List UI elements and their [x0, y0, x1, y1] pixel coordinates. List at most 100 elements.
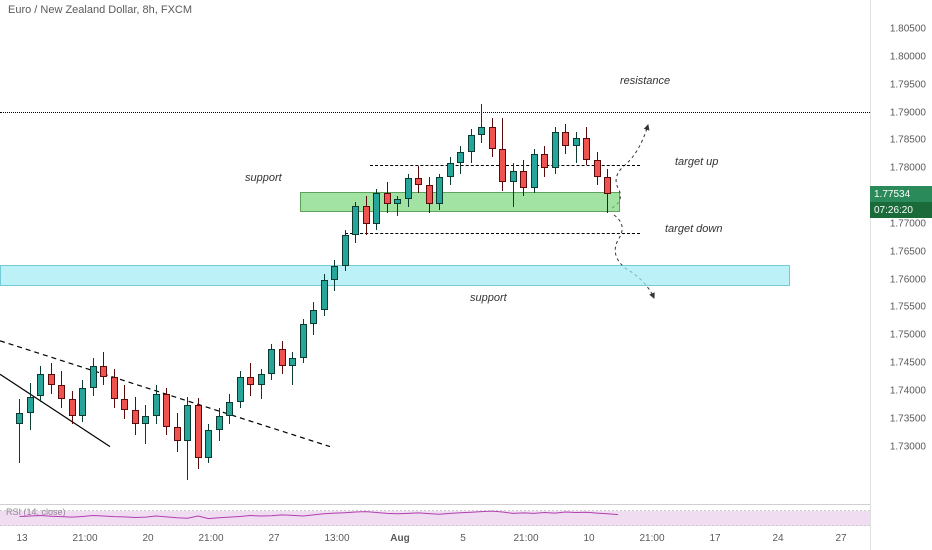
- candle-body[interactable]: [499, 149, 506, 182]
- x-tick-label: 21:00: [513, 533, 538, 544]
- candle-body[interactable]: [468, 135, 475, 152]
- x-tick-label: 21:00: [72, 533, 97, 544]
- candle-body[interactable]: [237, 377, 244, 402]
- candle-body[interactable]: [331, 266, 338, 280]
- candle-body[interactable]: [415, 178, 422, 185]
- candle-body[interactable]: [205, 430, 212, 458]
- x-tick-label: 21:00: [198, 533, 223, 544]
- y-tick-label: 1.76500: [890, 246, 926, 257]
- rsi-indicator-panel[interactable]: RSI (14, close): [0, 504, 870, 526]
- y-tick-label: 1.75500: [890, 302, 926, 313]
- candle-body[interactable]: [352, 206, 359, 235]
- resistance-line: [0, 112, 870, 113]
- candle-body[interactable]: [531, 154, 538, 187]
- support-zone-upper: [300, 192, 620, 212]
- x-tick-label: 13:00: [324, 533, 349, 544]
- candle-body[interactable]: [562, 132, 569, 146]
- candle-body[interactable]: [541, 154, 548, 168]
- x-tick-label: 27: [835, 533, 846, 544]
- chart-container: Euro / New Zealand Dollar, 8h, FXCM resi…: [0, 0, 932, 550]
- rsi-line: [0, 505, 870, 526]
- current-price-tag: 1.77534: [870, 186, 932, 202]
- candlestick-chart[interactable]: resistance support target up target down sup…: [0, 0, 870, 505]
- candle-body[interactable]: [216, 416, 223, 430]
- candle-body[interactable]: [58, 385, 65, 399]
- candle-body[interactable]: [184, 405, 191, 441]
- candle-body[interactable]: [583, 138, 590, 160]
- candle-body[interactable]: [90, 366, 97, 388]
- x-tick-label: 24: [772, 533, 783, 544]
- candle-body[interactable]: [489, 127, 496, 149]
- candle-body[interactable]: [132, 410, 139, 424]
- y-tick-label: 1.80000: [890, 51, 926, 62]
- time-axis: 1321:002021:002713:00Aug521:001021:00172…: [0, 526, 870, 550]
- price-axis: 1.805001.800001.795001.790001.785001.780…: [870, 0, 932, 550]
- candle-body[interactable]: [37, 374, 44, 396]
- candle-body[interactable]: [79, 388, 86, 416]
- candle-body[interactable]: [478, 127, 485, 135]
- candle-body[interactable]: [258, 374, 265, 385]
- candle-body[interactable]: [142, 416, 149, 424]
- candle-body[interactable]: [394, 199, 401, 205]
- candle-body[interactable]: [447, 163, 454, 177]
- x-tick-label: 17: [709, 533, 720, 544]
- x-tick-label: 20: [142, 533, 153, 544]
- candle-body[interactable]: [426, 185, 433, 204]
- candle-body[interactable]: [510, 171, 517, 182]
- y-tick-label: 1.73500: [890, 413, 926, 424]
- countdown-tag: 07:26:20: [870, 202, 932, 218]
- support-zone-lower: [0, 265, 790, 286]
- candle-wick: [19, 399, 20, 463]
- candle-body[interactable]: [100, 366, 107, 377]
- candle-body[interactable]: [27, 397, 34, 414]
- candle-body[interactable]: [436, 177, 443, 205]
- candle-body[interactable]: [268, 349, 275, 374]
- annotation-label: support: [470, 292, 507, 304]
- overlay-svg: [0, 0, 870, 505]
- candle-body[interactable]: [457, 152, 464, 163]
- candle-body[interactable]: [321, 280, 328, 311]
- y-tick-label: 1.76000: [890, 274, 926, 285]
- candle-body[interactable]: [573, 138, 580, 146]
- candle-body[interactable]: [289, 358, 296, 366]
- candle-body[interactable]: [342, 235, 349, 266]
- x-tick-label: Aug: [390, 533, 409, 544]
- candle-body[interactable]: [153, 394, 160, 416]
- y-tick-label: 1.75000: [890, 330, 926, 341]
- candle-body[interactable]: [174, 427, 181, 441]
- x-tick-label: 21:00: [639, 533, 664, 544]
- candle-body[interactable]: [520, 171, 527, 188]
- candle-body[interactable]: [604, 177, 611, 195]
- candle-wick: [481, 104, 482, 143]
- annotation-label: resistance: [620, 75, 670, 87]
- candle-body[interactable]: [121, 399, 128, 410]
- candle-body[interactable]: [373, 193, 380, 224]
- candle-body[interactable]: [405, 178, 412, 199]
- y-tick-label: 1.77000: [890, 218, 926, 229]
- annotation-label: target up: [675, 156, 718, 168]
- candle-body[interactable]: [163, 394, 170, 427]
- annotation-label: support: [245, 172, 282, 184]
- candle-body[interactable]: [195, 405, 202, 458]
- candle-body[interactable]: [594, 160, 601, 177]
- annotation-label: target down: [665, 223, 722, 235]
- candle-body[interactable]: [226, 402, 233, 416]
- x-tick-label: 27: [268, 533, 279, 544]
- candle-body[interactable]: [111, 377, 118, 399]
- candle-body[interactable]: [300, 324, 307, 357]
- candle-body[interactable]: [69, 399, 76, 416]
- candle-body[interactable]: [363, 206, 370, 224]
- candle-body[interactable]: [310, 310, 317, 324]
- candle-body[interactable]: [247, 377, 254, 385]
- candle-body[interactable]: [384, 193, 391, 205]
- x-tick-label: 10: [583, 533, 594, 544]
- candle-body[interactable]: [279, 349, 286, 366]
- chart-title: Euro / New Zealand Dollar, 8h, FXCM: [8, 4, 192, 16]
- candle-body[interactable]: [552, 132, 559, 168]
- y-tick-label: 1.80500: [890, 24, 926, 35]
- y-tick-label: 1.74500: [890, 358, 926, 369]
- candle-body[interactable]: [16, 413, 23, 424]
- candle-body[interactable]: [48, 374, 55, 385]
- x-tick-label: 5: [460, 533, 466, 544]
- y-tick-label: 1.78500: [890, 135, 926, 146]
